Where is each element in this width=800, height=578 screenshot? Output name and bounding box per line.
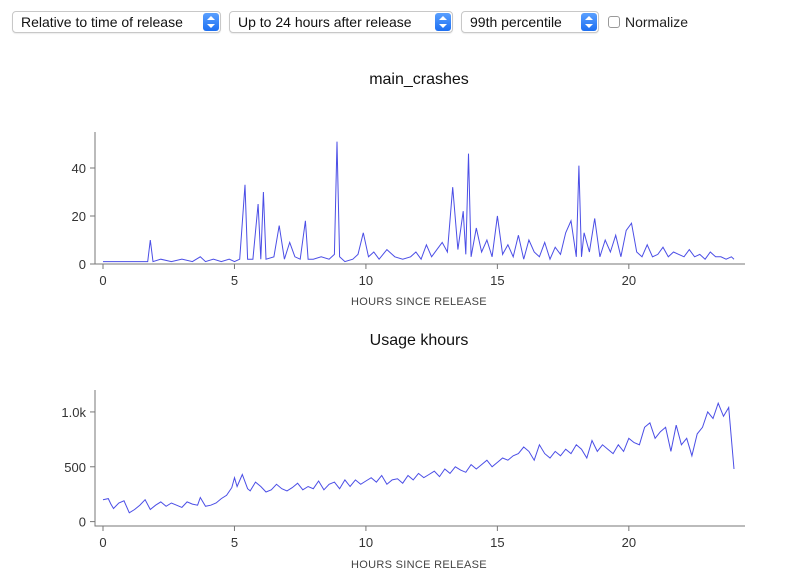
usage-khours-ytick: 0 xyxy=(79,515,95,530)
normalize-checkbox[interactable] xyxy=(608,16,620,28)
usage-khours-xtick-label: 20 xyxy=(622,535,636,550)
usage-khours-xlabel: HOURS SINCE RELEASE xyxy=(351,559,487,571)
main-crashes-ytick: 0 xyxy=(79,257,95,272)
time-window-value: Up to 24 hours after release xyxy=(238,14,412,30)
normalize-label: Normalize xyxy=(625,14,689,30)
main-crashes-xtick-label: 15 xyxy=(490,273,504,288)
usage-khours-chart: Usage khours 0 500 1.0k 0 5 10 15 20 HOURS SINCE … xyxy=(61,332,745,571)
main-crashes-ytick: 40 xyxy=(72,161,95,176)
usage-khours-title: Usage khours xyxy=(370,332,469,349)
main-crashes-xtick: 10 xyxy=(359,264,373,288)
usage-khours-xtick: 10 xyxy=(359,526,373,550)
usage-khours-xtick-label: 15 xyxy=(490,535,504,550)
main-crashes-xtick-label: 5 xyxy=(231,273,238,288)
usage-khours-xtick-label: 5 xyxy=(231,535,238,550)
main-crashes-xtick: 15 xyxy=(490,264,505,288)
usage-khours-ytick: 500 xyxy=(64,460,95,475)
main-crashes-xtick: 20 xyxy=(622,264,636,288)
time-window-select[interactable]: Up to 24 hours after release xyxy=(229,11,453,33)
time-window-stepper-icon[interactable] xyxy=(435,13,451,31)
main-crashes-xtick-label: 10 xyxy=(359,273,373,288)
controls-bar: Relative to time of release Up to 24 hou… xyxy=(12,11,688,33)
time-mode-stepper-icon[interactable] xyxy=(203,13,219,31)
usage-khours-axes xyxy=(94,390,745,527)
main-crashes-title: main_crashes xyxy=(369,71,469,88)
main-crashes-axes xyxy=(94,132,745,265)
main-crashes-xtick: 0 xyxy=(99,264,107,288)
main-crashes-xtick-label: 20 xyxy=(622,273,636,288)
main-crashes-ytick-label: 40 xyxy=(72,161,86,176)
main-crashes-chart: main_crashes 0 20 40 0 5 10 15 20 HOURS SINCE REL… xyxy=(72,71,745,308)
main-crashes-series-line xyxy=(103,141,735,263)
usage-khours-series-line xyxy=(102,401,735,514)
usage-khours-ytick: 1.0k xyxy=(61,405,95,420)
main-crashes-ytick-label: 20 xyxy=(72,209,86,224)
usage-khours-ytick-label: 1.0k xyxy=(61,405,86,420)
usage-khours-xtick: 0 xyxy=(99,526,107,550)
main-crashes-xtick-label: 0 xyxy=(99,273,106,288)
usage-khours-ytick-label: 0 xyxy=(79,515,86,530)
percentile-select[interactable]: 99th percentile xyxy=(461,11,599,33)
usage-khours-xtick: 5 xyxy=(231,526,238,550)
main-crashes-ytick: 20 xyxy=(72,209,95,224)
main-crashes-xlabel: HOURS SINCE RELEASE xyxy=(351,296,487,308)
time-mode-value: Relative to time of release xyxy=(21,14,183,30)
percentile-stepper-icon[interactable] xyxy=(581,13,597,31)
usage-khours-xtick-label: 10 xyxy=(359,535,373,550)
usage-khours-xtick-label: 0 xyxy=(99,535,106,550)
usage-khours-xtick: 15 xyxy=(490,526,505,550)
main-crashes-xtick: 5 xyxy=(231,264,238,288)
time-mode-select[interactable]: Relative to time of release xyxy=(12,11,221,33)
percentile-value: 99th percentile xyxy=(470,14,562,30)
usage-khours-xtick: 20 xyxy=(622,526,636,550)
usage-khours-ytick-label: 500 xyxy=(64,460,86,475)
main-crashes-ytick-label: 0 xyxy=(79,257,86,272)
normalize-option[interactable]: Normalize xyxy=(608,14,688,30)
